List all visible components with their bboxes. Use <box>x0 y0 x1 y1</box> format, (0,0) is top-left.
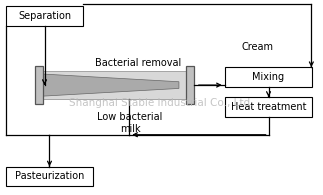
Text: Separation: Separation <box>18 11 71 21</box>
Bar <box>6 167 93 186</box>
Bar <box>6 6 83 26</box>
Bar <box>225 67 312 87</box>
Text: Pasteurization: Pasteurization <box>15 171 84 181</box>
Text: Cream: Cream <box>242 42 274 52</box>
Text: Shanghai Stable Industrial Co., Ltd.: Shanghai Stable Industrial Co., Ltd. <box>69 98 254 108</box>
Bar <box>35 66 43 104</box>
Bar <box>38 71 190 99</box>
Text: Bacterial removal: Bacterial removal <box>95 58 182 68</box>
Polygon shape <box>42 74 179 96</box>
Bar <box>186 66 194 104</box>
Text: Mixing: Mixing <box>253 72 285 82</box>
Bar <box>225 97 312 117</box>
Text: Low bacterial
milk: Low bacterial milk <box>98 112 163 134</box>
Text: Heat treatment: Heat treatment <box>231 102 306 112</box>
